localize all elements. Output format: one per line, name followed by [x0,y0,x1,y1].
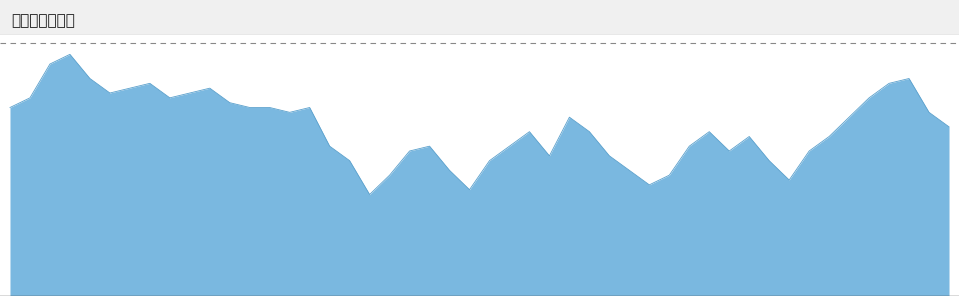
Text: 央视新闻客户端: 央视新闻客户端 [12,13,76,28]
